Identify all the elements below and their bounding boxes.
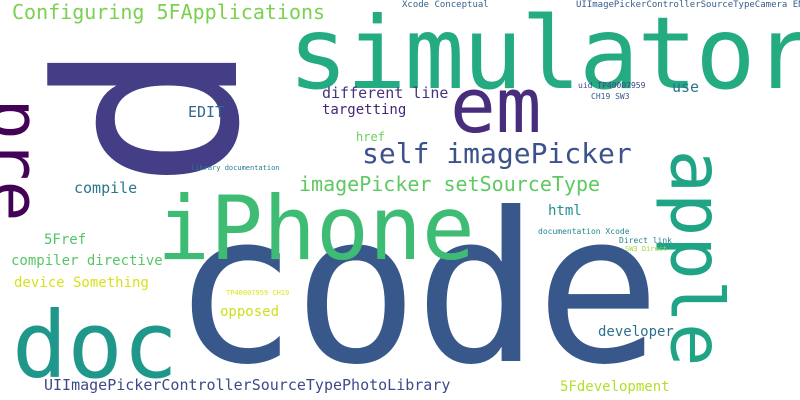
word-em: em: [450, 61, 542, 150]
word-library-documentation: library documentation: [191, 164, 280, 172]
word-href: href: [356, 130, 385, 144]
word-uiimagepicker-photolibrary: UIImagePickerControllerSourceTypePhotoLi…: [44, 376, 451, 394]
word-simulator: simulator: [288, 0, 800, 112]
word-pre: pre: [0, 98, 54, 222]
word-doc: doc: [12, 292, 179, 399]
word-xcode-conceptual: Xcode Conceptual: [402, 0, 489, 10]
word-use: use: [672, 78, 700, 96]
word-5fref: 5Fref: [44, 232, 87, 248]
word-imagepicker-setsourcetype: imagePicker setSourceType: [299, 172, 601, 196]
word-ch19-sw3: CH19 SW3: [591, 92, 630, 101]
word-device-something: device Something: [14, 275, 149, 291]
word-documentation-xcode: documentation Xcode: [538, 227, 630, 236]
word-uid-tp40007959: uid TP40007959: [578, 81, 646, 90]
word-targetting: targetting: [322, 102, 407, 118]
word-configuring-5fapplications: Configuring 5FApplications: [12, 0, 326, 24]
word-developer: developer: [598, 324, 674, 340]
word-html: html: [548, 203, 582, 219]
word-different-line: different line: [322, 84, 449, 102]
word-direct-link: Direct link: [619, 236, 672, 245]
word-compiler-directive: compiler directive: [11, 253, 163, 269]
word-sw3-direct: SW3 Direct: [625, 245, 668, 253]
word-code: code: [172, 169, 661, 400]
word-compile: compile: [74, 179, 138, 197]
word-5fdevelopment: 5Fdevelopment: [560, 379, 670, 395]
word-uiimagepicker-camera: UIImagePickerControllerSourceTypeCamera …: [576, 0, 800, 10]
word-iphone: iPhone: [157, 177, 475, 280]
word-opposed: opposed: [220, 304, 280, 320]
word-edit: EDIT: [188, 103, 225, 121]
word-tp40007959-ch19: TP40007959 CH19: [226, 289, 290, 297]
word-self-imagepicker: self imagePicker: [362, 137, 632, 170]
